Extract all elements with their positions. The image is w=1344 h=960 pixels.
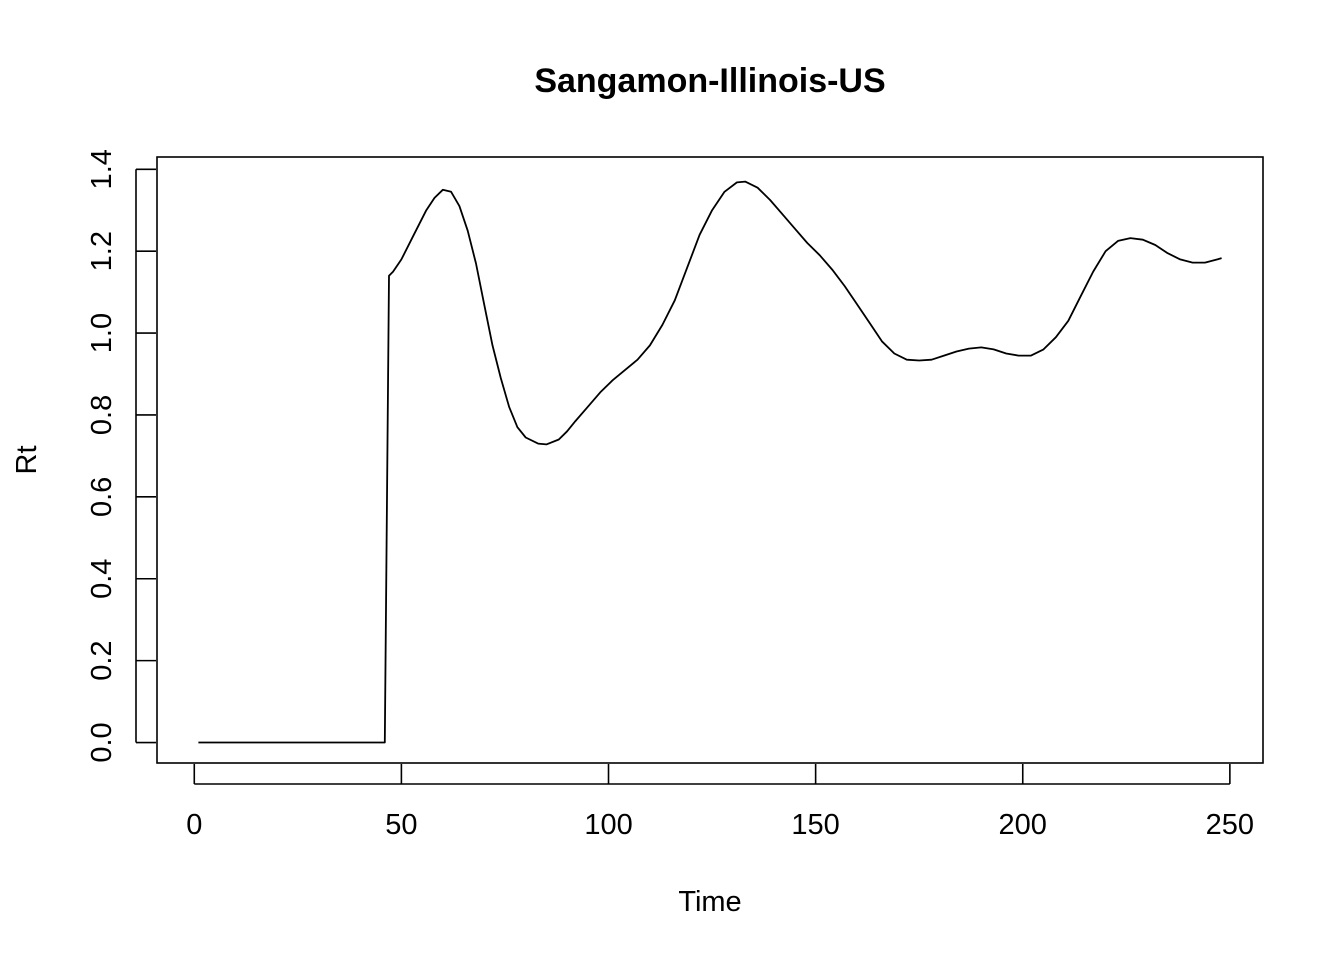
y-tick-label: 0.2: [86, 640, 118, 680]
y-axis: 0.0 0.2 0.4 0.6 0.8 1.0 1.2 1.4: [86, 149, 156, 763]
rt-series-line: [198, 180, 1222, 744]
plot-frame: [156, 156, 1264, 764]
y-axis-label: Rt: [11, 446, 43, 475]
y-tick-label: 0.4: [86, 559, 118, 599]
y-tick-label: 0.6: [86, 477, 118, 517]
y-tick-label: 1.2: [86, 231, 118, 271]
x-tick-label: 200: [999, 809, 1047, 841]
y-tick-label: 1.0: [86, 313, 118, 353]
x-tick-label: 0: [186, 809, 202, 841]
x-axis: 0 50 100 150 200 250: [186, 764, 1254, 841]
x-tick-label: 150: [791, 809, 839, 841]
y-tick-label: 0.0: [86, 722, 118, 762]
y-tick-label: 0.8: [86, 395, 118, 435]
x-tick-label: 100: [584, 809, 632, 841]
y-tick-label: 1.4: [86, 149, 118, 189]
x-tick-label: 50: [385, 809, 417, 841]
chart-title: Sangamon-Illinois-US: [534, 62, 885, 100]
x-tick-label: 250: [1206, 809, 1254, 841]
x-axis-label: Time: [678, 886, 741, 918]
